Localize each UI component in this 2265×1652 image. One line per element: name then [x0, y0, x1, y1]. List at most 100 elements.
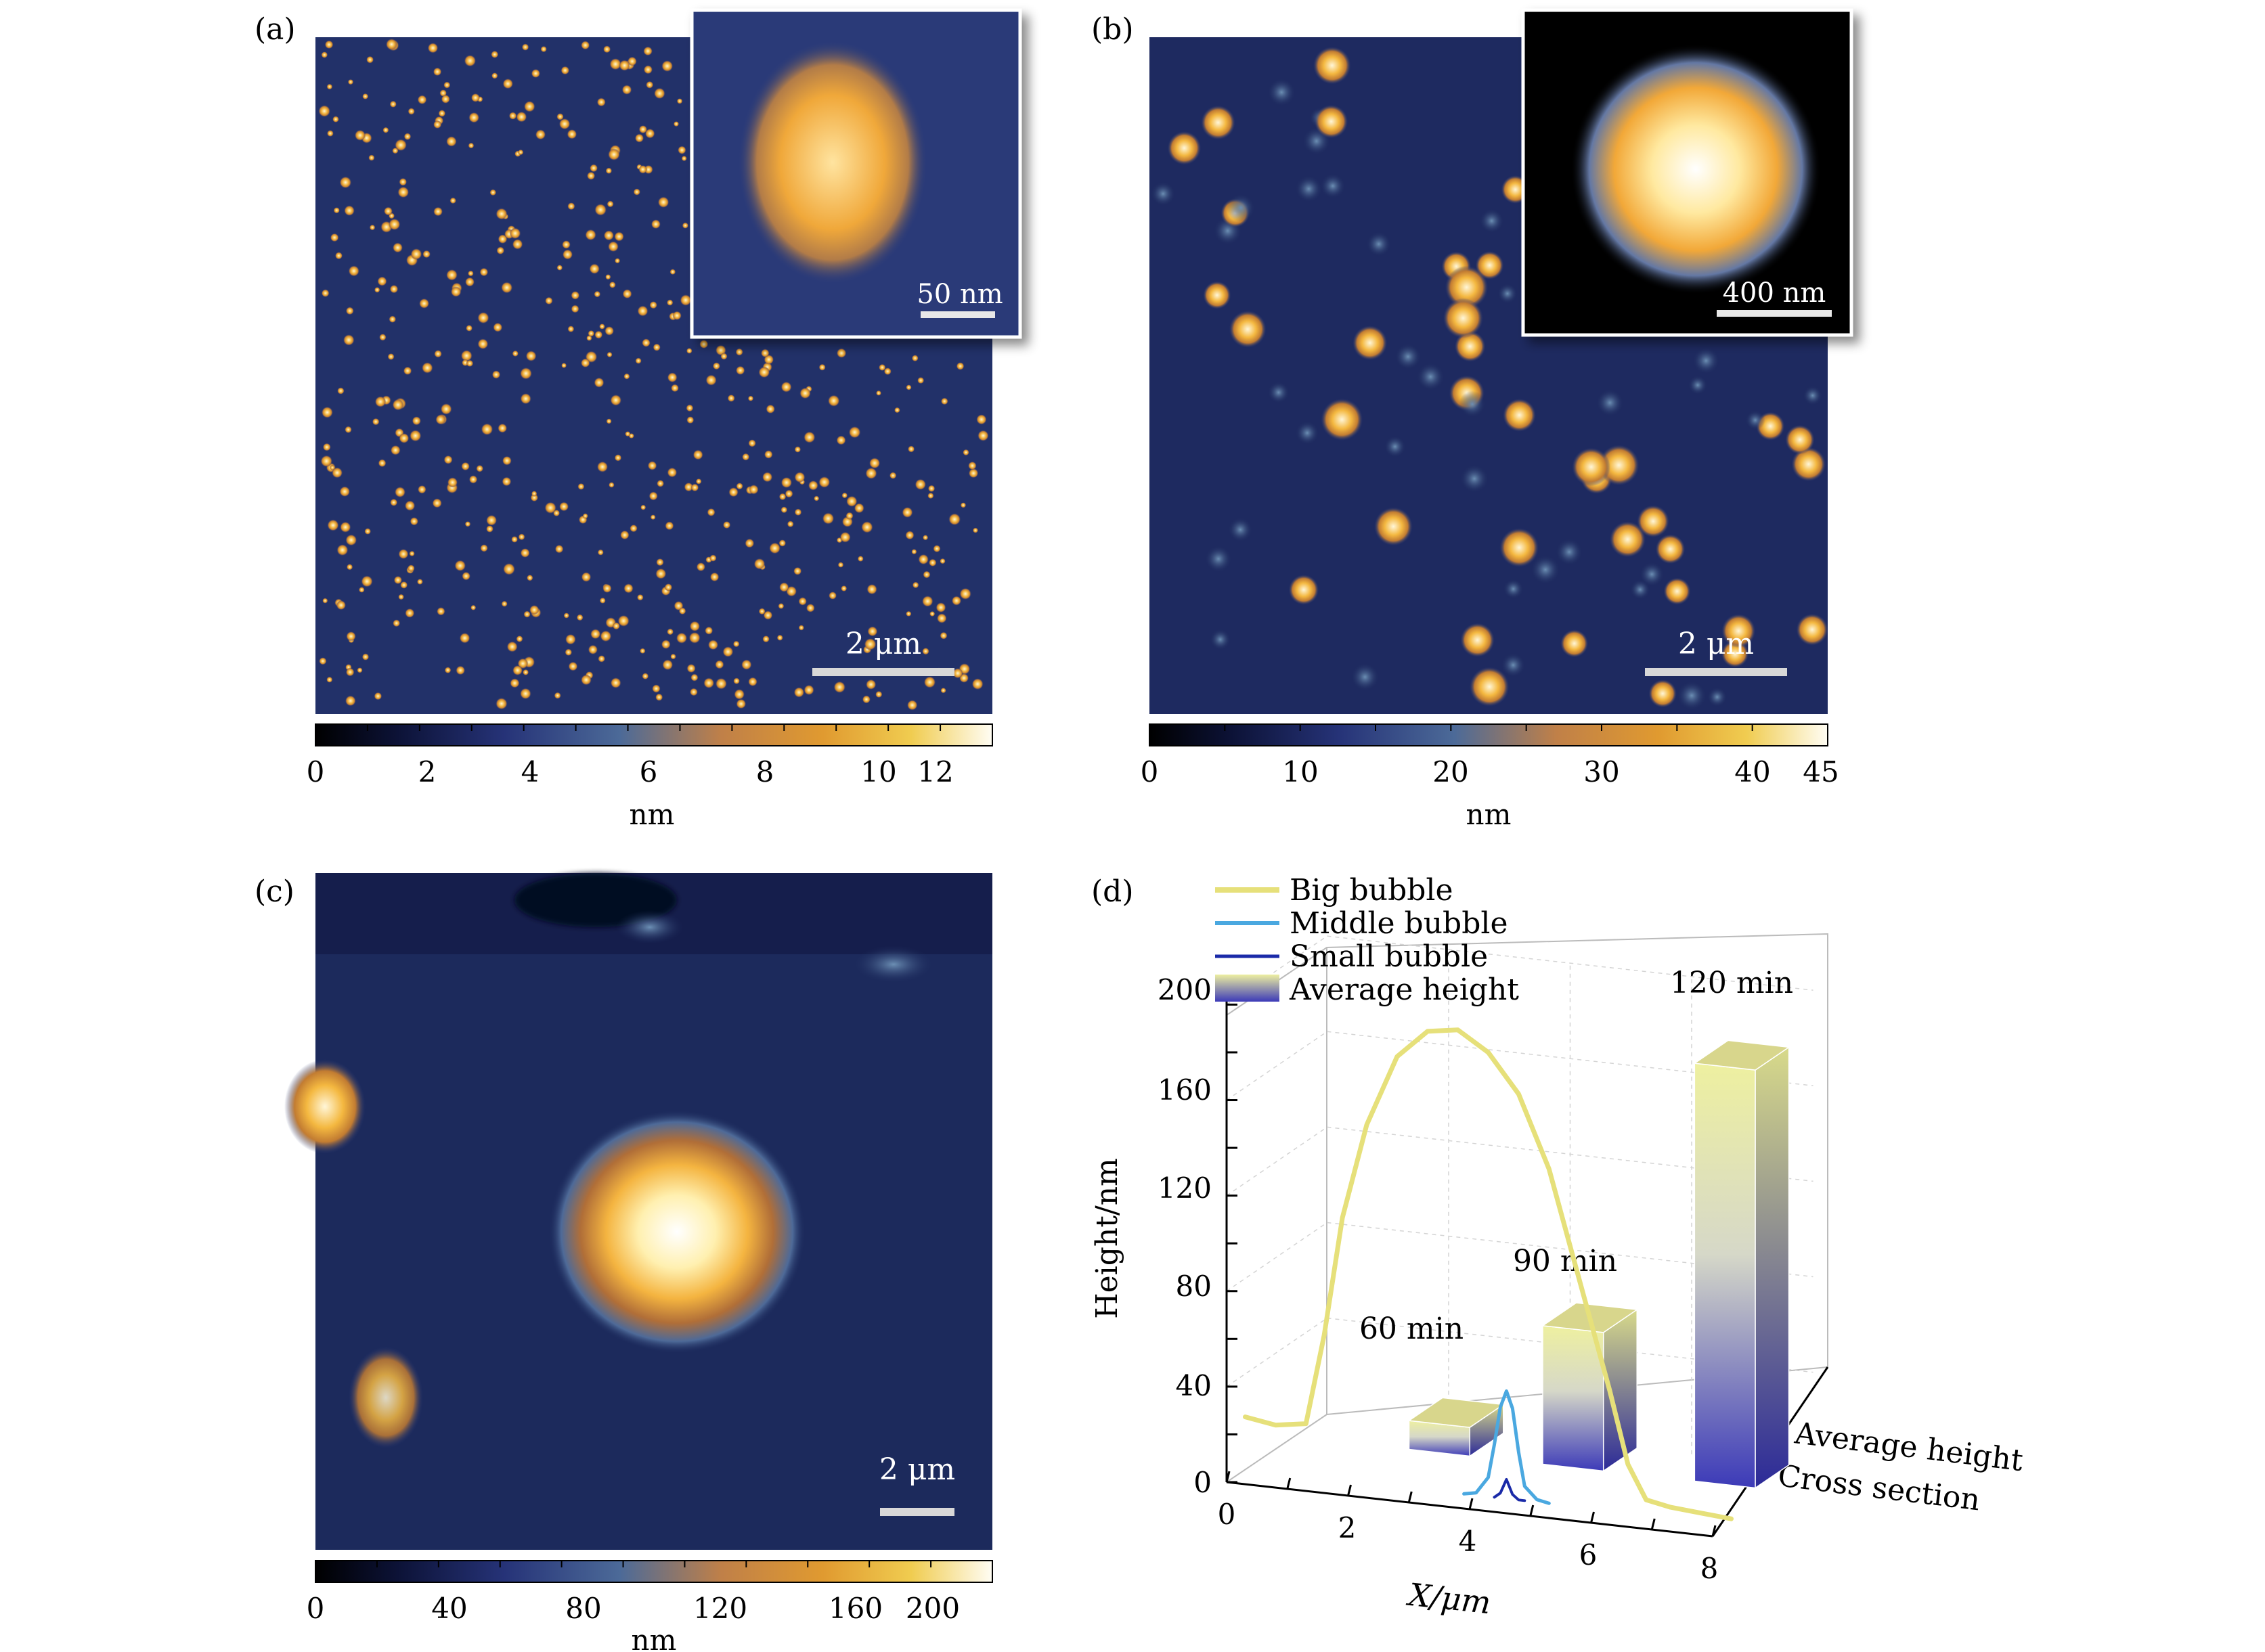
panel-a-particle [625, 431, 631, 437]
panel-a-particle [911, 355, 919, 362]
panel-a-particle [588, 330, 595, 337]
panel-a-particle [562, 249, 573, 260]
panel-a-particle [732, 640, 740, 648]
panel-b-particle [1460, 623, 1495, 657]
panel-a-particle [794, 472, 806, 483]
panel-a-particle [586, 171, 596, 180]
panel-b-particle [1203, 281, 1231, 309]
panel-a-particle [653, 343, 661, 351]
panel-a-scale-label: 2 μm [845, 627, 921, 661]
panel-a-particle [447, 477, 458, 488]
panel-a-particle [476, 464, 484, 472]
panel-a-particle [581, 572, 592, 582]
panel-a-particle [865, 467, 877, 480]
panel-a-particle [735, 348, 743, 356]
panel-a-particle [466, 359, 474, 367]
panel-b-dim-particle [1688, 375, 1708, 395]
panel-a-particle [607, 351, 613, 358]
panel-a-particle [690, 673, 699, 682]
panel-a-particle [493, 322, 503, 332]
panel-a-particle [636, 594, 644, 601]
panel-a-particle [388, 218, 401, 231]
panel-a-particle [642, 338, 651, 347]
panel-a-particle [571, 290, 580, 300]
panel-b-dim-particle [1677, 681, 1707, 711]
panel-a-particle [606, 418, 612, 424]
panel-b-dim-particle [1384, 435, 1406, 458]
panel-b-cb-tick-0: 0 [1141, 755, 1159, 788]
panel-a-particle [374, 396, 387, 407]
panel-b-dim-particle [1151, 181, 1176, 206]
panel-a-particle [615, 258, 621, 264]
panel-b-dim-particle [1205, 545, 1232, 573]
panel-d-bar-label-90: 90 min [1513, 1244, 1617, 1278]
panel-b-particle [1167, 131, 1202, 165]
panel-a-particle [324, 40, 334, 49]
panel-a: (a) 2 μm 50 nm 0 2 4 6 8 10 12 nm [255, 8, 1022, 831]
panel-a-particle [512, 665, 523, 676]
panel-b-dim-particle [1501, 652, 1526, 677]
panel-c-cb-tick-5: 200 [906, 1592, 960, 1625]
panel-b-particle [1655, 534, 1686, 564]
grid-line [1327, 935, 1813, 991]
panel-a-particle [345, 426, 352, 434]
panel-a-particle [804, 431, 816, 443]
panel-a-particle [422, 250, 431, 259]
panel-a-particle [512, 350, 519, 357]
panel-a-particle [357, 667, 363, 673]
panel-a-particle [662, 659, 674, 671]
panel-a-particle [699, 339, 709, 349]
panel-a-particle [672, 311, 682, 321]
panel-a-particle [594, 203, 607, 216]
panel-a-particle [596, 97, 606, 107]
panel-a-particle [563, 612, 570, 619]
panel-a-particle [667, 467, 678, 478]
panel-a-cb-unit: nm [630, 798, 675, 831]
panel-a-particle [340, 521, 351, 533]
panel-b-particle [1469, 667, 1510, 707]
panel-b-particle [1454, 331, 1486, 362]
panel-a-particle [417, 95, 427, 105]
panel-a-particle [612, 622, 621, 630]
panel-a-particle [545, 296, 553, 305]
panel-a-particle [680, 294, 692, 306]
panel-a-particle [968, 468, 979, 478]
panel-a-particle [603, 45, 611, 53]
panel-a-particle [599, 597, 606, 604]
panel-a-particle [433, 206, 443, 217]
panel-a-particle [434, 350, 442, 358]
panel-a-particle [971, 678, 984, 690]
panel-a-particle [523, 669, 529, 676]
panel-a-particle [972, 527, 979, 533]
panel-a-particle [654, 87, 665, 99]
panel-a-particle [923, 535, 929, 541]
panel-a-particle [670, 653, 676, 660]
panel-a-particle [556, 113, 564, 120]
panel-a-particle [354, 129, 366, 141]
grid-line [1226, 1126, 1327, 1197]
panel-b-dim-particle [1803, 386, 1823, 405]
panel-a-particle [596, 461, 609, 472]
panel-b-particle [1721, 614, 1756, 648]
panel-a-particle [707, 508, 716, 517]
panel-a-particle [560, 66, 570, 75]
panel-a-particle [923, 571, 931, 579]
panel-a-particle [836, 348, 847, 358]
panel-a-particle [346, 564, 353, 571]
panel-a-particle [917, 377, 925, 384]
panel-a-particle [336, 544, 349, 556]
panel-a-particle [398, 594, 404, 600]
panel-c-cb-tick-3: 120 [693, 1592, 747, 1625]
panel-a-particle [643, 46, 653, 56]
panel-a-particle [837, 562, 844, 568]
panel-a-particle [450, 286, 462, 297]
panel-b-dim-particle [1707, 687, 1728, 707]
panel-a-particle [516, 635, 523, 643]
panel-a-particle [326, 676, 333, 683]
panel-a-particle [390, 445, 401, 455]
panel-a-particle [644, 128, 655, 139]
panel-b-particle [1609, 521, 1646, 558]
panel-a-particle [491, 370, 501, 379]
panel-a-particle [808, 480, 818, 491]
panel-a-particle [435, 414, 446, 425]
